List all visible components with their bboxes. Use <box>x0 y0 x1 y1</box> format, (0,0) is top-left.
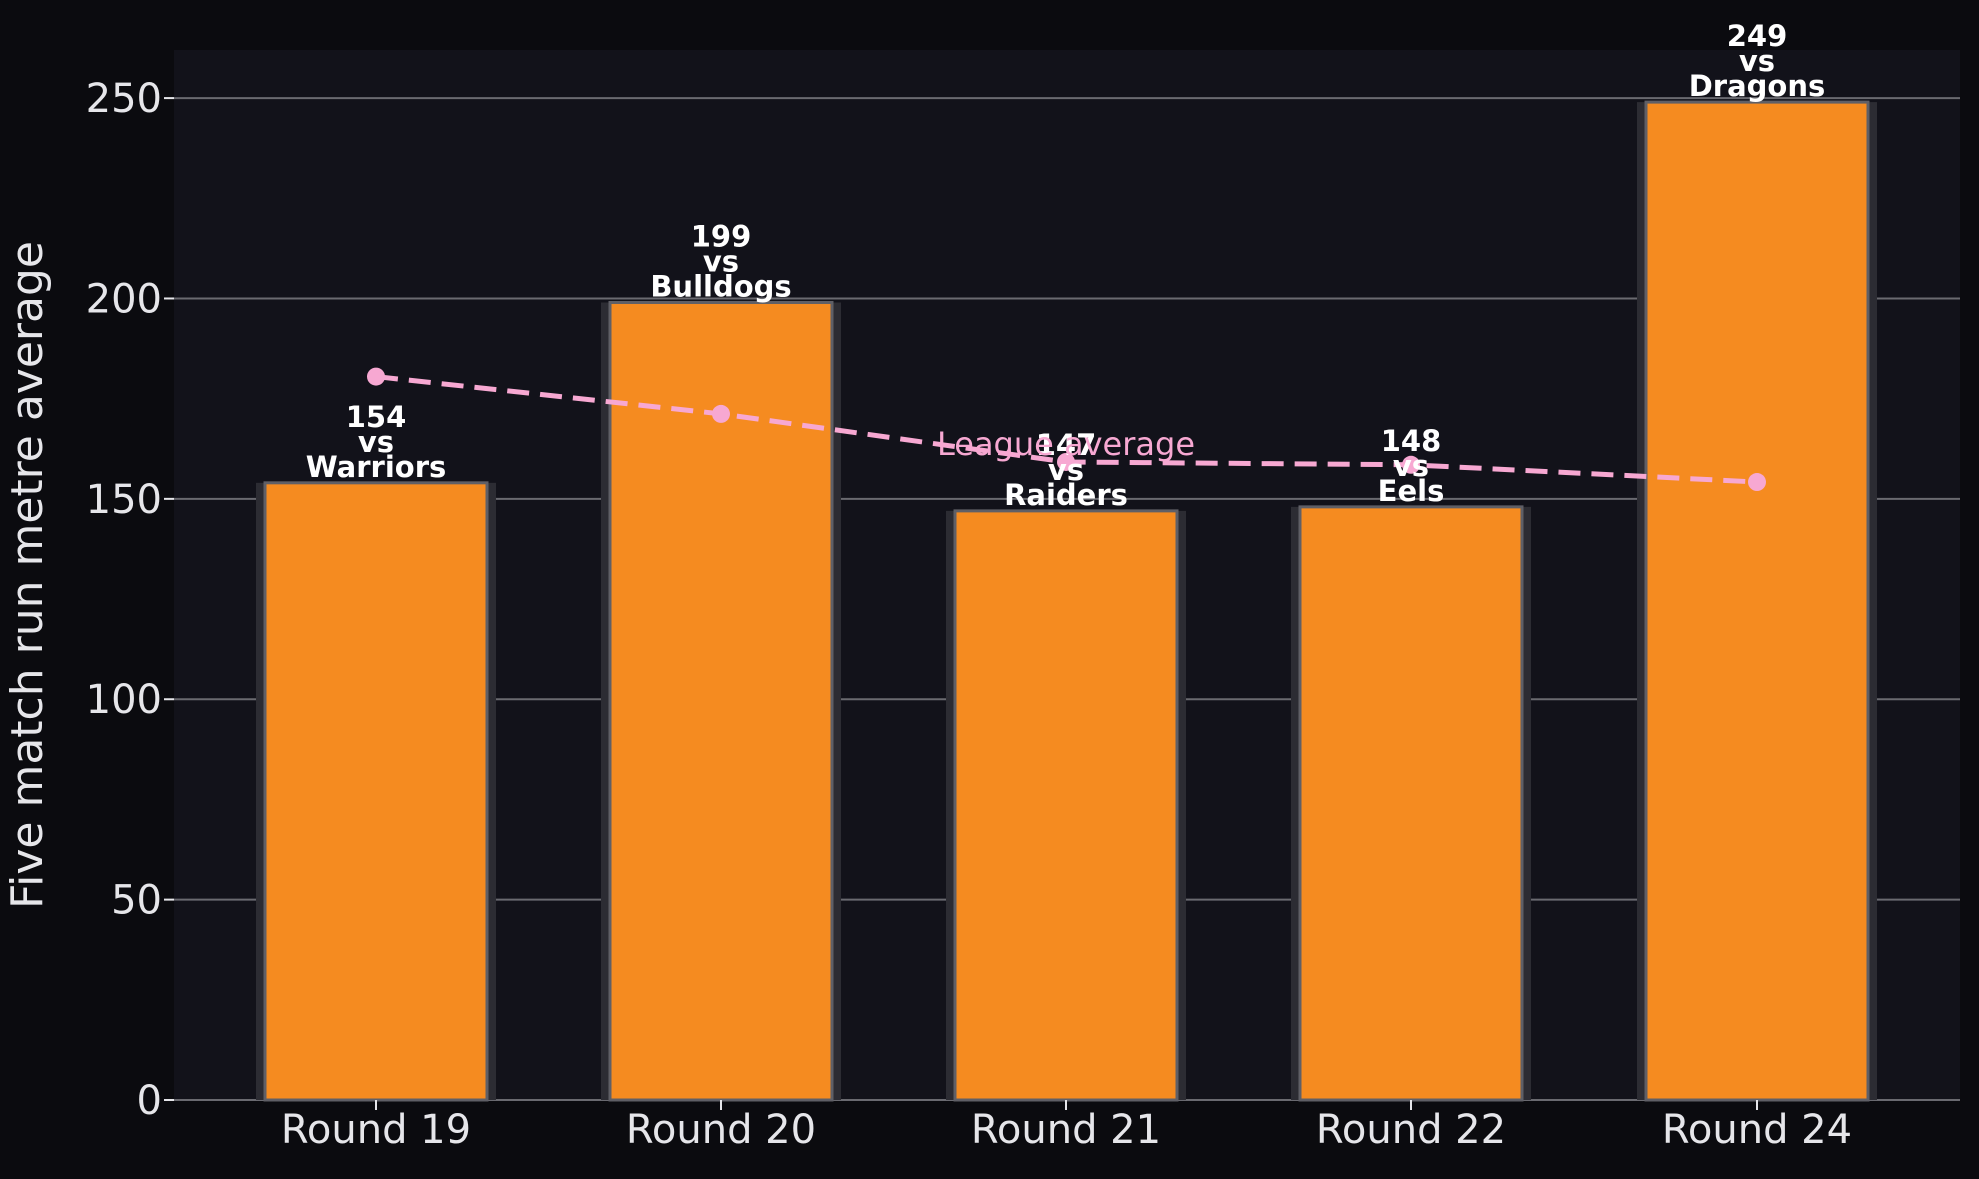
bar-value-label: 199 <box>691 219 752 253</box>
y-tick-label: 250 <box>86 76 162 122</box>
bar-value-label: 148 <box>1381 424 1442 458</box>
bar-value-label: Dragons <box>1689 69 1826 103</box>
bar-round-20 <box>608 300 834 1102</box>
league-average-point <box>1748 473 1766 492</box>
bar-value-label: vs <box>358 425 394 459</box>
x-tick-label: Round 21 <box>971 1107 1161 1153</box>
y-axis-title: Five match run metre average <box>2 241 53 909</box>
bar-value-label: Warriors <box>306 450 447 484</box>
x-tick-label: Round 24 <box>1662 1107 1852 1153</box>
bar-round-22 <box>1298 505 1524 1102</box>
league-average-point <box>1402 455 1420 474</box>
bars <box>256 100 1877 1102</box>
y-tick-label: 150 <box>86 477 162 523</box>
bar-value-label: vs <box>1393 449 1429 483</box>
bar-value-label: Raiders <box>1004 478 1128 512</box>
bar-value-label: Bulldogs <box>650 269 791 303</box>
league-average-point <box>1057 452 1075 471</box>
bar-value-label: vs <box>1048 453 1084 487</box>
league-average-series <box>367 367 1766 492</box>
league-average-point <box>367 367 385 386</box>
y-tick-label: 200 <box>86 276 162 322</box>
y-axis-ticks: 0 50 100 150 200 250 <box>86 76 174 1124</box>
y-tick-label: 0 <box>137 1078 162 1124</box>
league-average-point <box>712 404 730 423</box>
bar-value-label: 154 <box>346 400 407 434</box>
y-tick-label: 50 <box>111 878 162 924</box>
y-tick-label: 100 <box>86 677 162 723</box>
bar-round-19 <box>263 481 489 1102</box>
bar-labels: 154vsWarriors199vsBulldogs147vsRaiders14… <box>306 19 1826 512</box>
x-tick-label: Round 22 <box>1316 1107 1506 1153</box>
bar-value-label: vs <box>1739 44 1775 78</box>
bar-value-label: 147 <box>1036 428 1097 462</box>
x-tick-label: Round 20 <box>626 1107 816 1153</box>
bar-round-24 <box>1644 100 1870 1102</box>
bar-round-21 <box>953 509 1179 1102</box>
league-average-label: League average <box>937 425 1195 463</box>
x-axis-ticks: Round 19 Round 20 Round 21 Round 22 Round 24 <box>281 1100 1852 1153</box>
bar-value-label: vs <box>703 244 739 278</box>
bar-value-label: Eels <box>1378 474 1445 508</box>
bar-value-label: 249 <box>1727 19 1788 53</box>
x-tick-label: Round 19 <box>281 1107 471 1153</box>
